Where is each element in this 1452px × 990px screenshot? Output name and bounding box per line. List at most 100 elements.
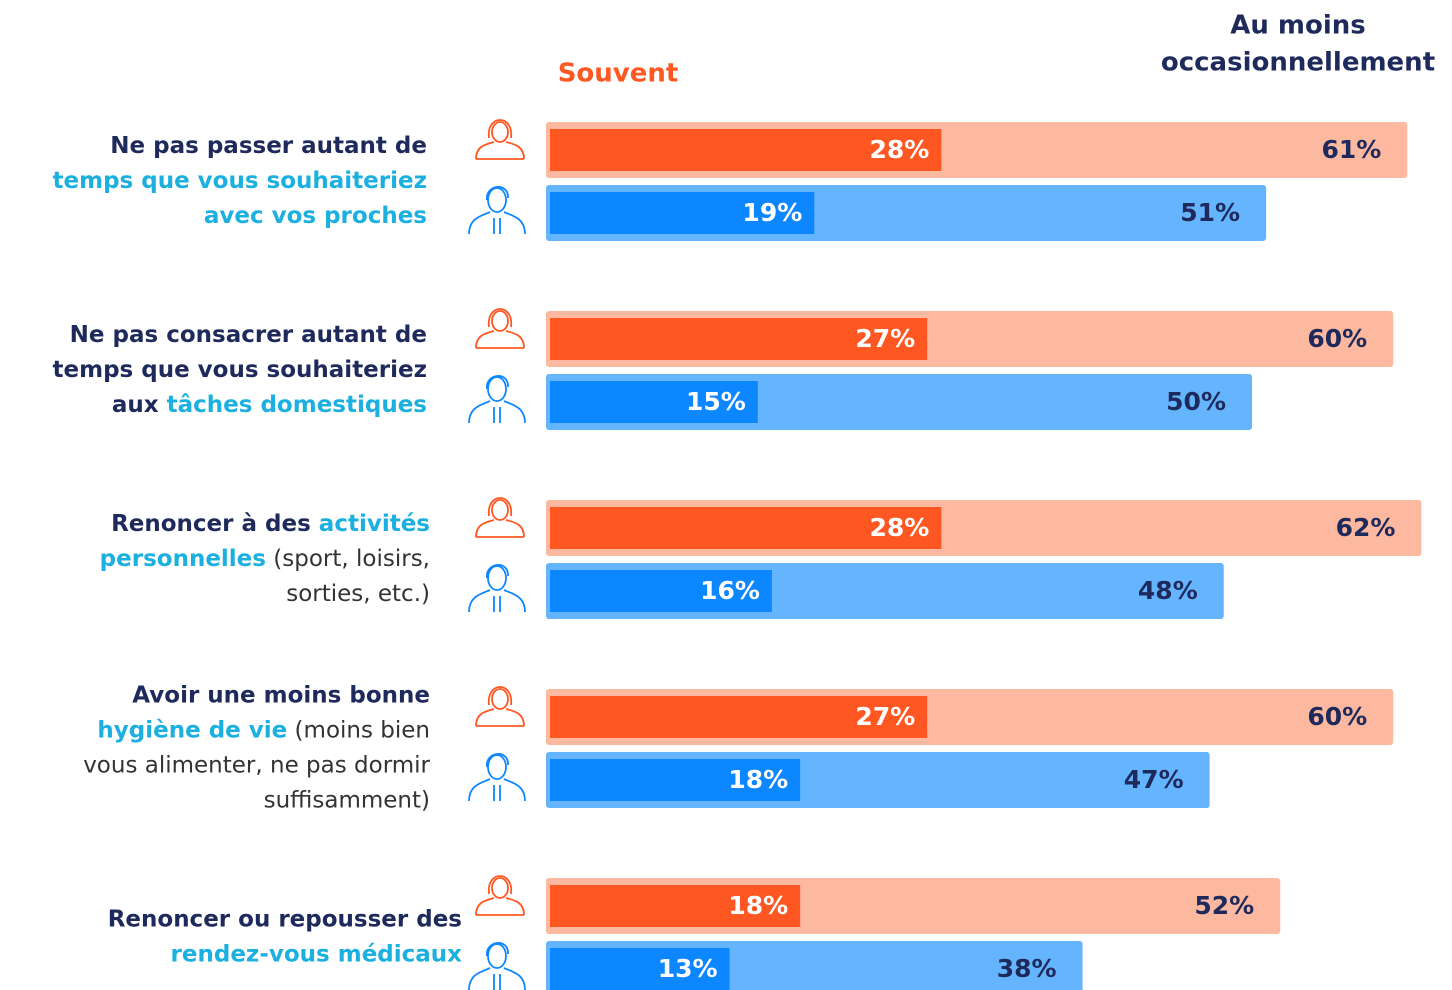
icon-body: [468, 967, 526, 990]
bar-often: [550, 885, 801, 927]
value-label: 47%: [1124, 765, 1184, 794]
icon-head: [487, 376, 507, 402]
value-label: 61%: [1321, 135, 1381, 164]
value-label: 19%: [742, 198, 802, 227]
woman-icon: [475, 119, 525, 160]
icon-hair: [486, 564, 509, 579]
label-part: temps que vous souhaiteriez: [53, 357, 427, 383]
category-label: vous alimenter, ne pas dormir: [83, 752, 430, 778]
category-label: hygiène de vie (moins bien: [97, 717, 430, 743]
category-label: Avoir une moins bonne: [132, 682, 430, 708]
category-label: rendez-vous médicaux: [171, 941, 463, 967]
bar-often: [550, 318, 928, 360]
value-label: 27%: [855, 324, 915, 353]
label-part: sorties, etc.): [286, 581, 430, 607]
value-label: 51%: [1180, 198, 1240, 227]
woman-icon: [475, 686, 525, 727]
icon-hair: [488, 686, 512, 706]
category-label: temps que vous souhaiteriez: [53, 357, 427, 383]
value-label: 52%: [1194, 891, 1254, 920]
category-label: avec vos proches: [204, 203, 427, 229]
value-label: 38%: [997, 954, 1057, 983]
man-icon: [468, 564, 526, 613]
bar-often: [550, 570, 772, 612]
icon-head: [491, 499, 509, 521]
icon-head: [487, 187, 507, 213]
man-icon: [468, 753, 526, 802]
label-part: Avoir une moins bonne: [132, 682, 430, 708]
value-label: 60%: [1307, 702, 1367, 731]
man-icon: [468, 186, 526, 235]
bar-often: [550, 129, 942, 171]
value-label: 16%: [700, 576, 760, 605]
label-part: Renoncer à des: [111, 511, 319, 537]
value-label: 60%: [1307, 324, 1367, 353]
label-part: vous alimenter, ne pas dormir: [83, 752, 430, 778]
icon-body: [468, 211, 526, 235]
bar-often: [550, 192, 815, 234]
value-label: 62%: [1336, 513, 1396, 542]
icon-hair: [488, 119, 512, 139]
bar-often: [550, 696, 928, 738]
icon-hair: [488, 308, 512, 328]
woman-icon: [475, 308, 525, 349]
man-icon: [468, 942, 526, 990]
category-label: personnelles (sport, loisirs,: [100, 546, 430, 572]
icon-head: [491, 310, 509, 332]
icon-body: [468, 400, 526, 424]
icon-head: [491, 688, 509, 710]
icon-hair: [488, 497, 512, 517]
value-label: 50%: [1166, 387, 1226, 416]
label-part: Ne pas consacrer autant de: [70, 322, 427, 348]
label-part: avec vos proches: [204, 203, 427, 229]
icon-hair: [486, 186, 509, 201]
bar-often: [550, 948, 730, 990]
category-label: temps que vous souhaiteriez: [53, 168, 427, 194]
icon-hair: [488, 875, 512, 895]
value-label: 15%: [686, 387, 746, 416]
label-part: (moins bien: [287, 717, 430, 743]
label-part: activités: [319, 511, 430, 537]
icon-body: [468, 778, 526, 802]
icon-body: [475, 519, 525, 538]
icon-head: [491, 121, 509, 143]
category-label: aux tâches domestiques: [112, 392, 427, 418]
icon-body: [475, 708, 525, 727]
value-label: 48%: [1138, 576, 1198, 605]
label-part: suffisamment): [264, 787, 430, 813]
icon-hair: [486, 375, 509, 390]
woman-icon: [475, 497, 525, 538]
value-label: 18%: [728, 765, 788, 794]
icon-body: [475, 330, 525, 349]
header-often: Souvent: [558, 59, 679, 89]
bar-often: [550, 381, 758, 423]
woman-icon: [475, 875, 525, 916]
label-part: (sport, loisirs,: [266, 546, 430, 572]
category-label: sorties, etc.): [286, 581, 430, 607]
label-part: aux: [112, 392, 167, 418]
label-part: personnelles: [100, 546, 266, 572]
value-label: 18%: [728, 891, 788, 920]
header-occasional: Au moins: [1230, 11, 1366, 41]
value-label: 27%: [855, 702, 915, 731]
icon-head: [491, 877, 509, 899]
icon-body: [475, 141, 525, 160]
icon-head: [487, 565, 507, 591]
icon-hair: [486, 942, 509, 957]
label-part: Ne pas passer autant de: [110, 133, 427, 159]
man-icon: [468, 375, 526, 424]
category-label: Renoncer à des activités: [111, 511, 430, 537]
icon-body: [475, 897, 525, 916]
icon-head: [487, 754, 507, 780]
icon-head: [487, 943, 507, 969]
value-label: 28%: [870, 135, 930, 164]
category-label: Ne pas consacrer autant de: [70, 322, 427, 348]
bar-often: [550, 507, 942, 549]
label-part: tâches domestiques: [167, 392, 427, 418]
icon-hair: [486, 753, 509, 768]
header-occasional: occasionnellement: [1161, 48, 1435, 78]
label-part: Renoncer ou repousser des: [108, 906, 462, 932]
label-part: hygiène de vie: [97, 717, 287, 743]
value-label: 28%: [870, 513, 930, 542]
category-label: Renoncer ou repousser des: [108, 906, 462, 932]
